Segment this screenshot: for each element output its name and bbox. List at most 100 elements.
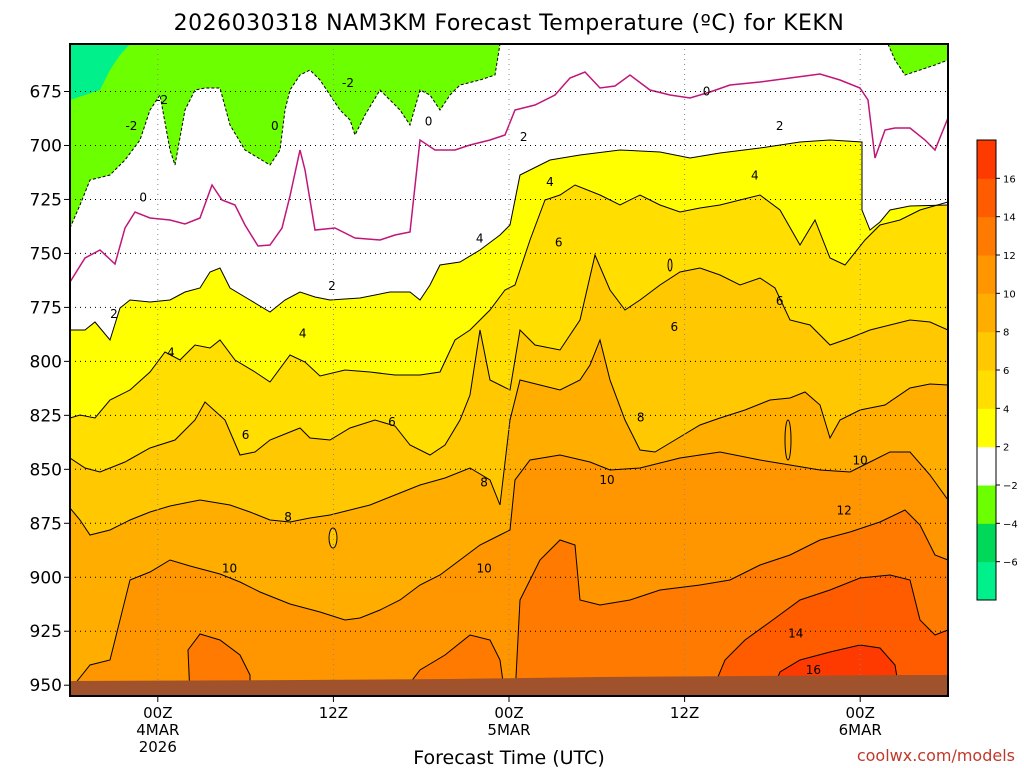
colorbar-label-5: 6 [1003, 366, 1009, 377]
contour-line-12-left [187, 633, 251, 696]
contour-label-15: 4 [167, 346, 175, 360]
y-tick-label-11: 950 [30, 676, 62, 696]
colorbar-label-1: 14 [1003, 213, 1016, 224]
colorbar-label-10: −6 [1003, 558, 1018, 569]
y-tick-label-9: 900 [30, 568, 62, 588]
colorbar-label-8: −2 [1003, 481, 1018, 492]
y-tick-label-1: 700 [30, 136, 62, 156]
colorbar-swatch-10 [977, 178, 996, 218]
x-tick-label-1-1: 12Z [319, 704, 348, 722]
x-tick-label-2-2: 5MAR [487, 721, 530, 739]
contour-closed-small-2 [784, 419, 792, 461]
colorbar-swatch-7 [977, 293, 996, 333]
contour-label-14: 4 [299, 326, 307, 340]
contour-label-20: 6 [242, 428, 250, 442]
colorbar-label-0: 16 [1003, 174, 1016, 185]
y-tick-label-0: 675 [30, 82, 62, 102]
contour-line-10 [70, 451, 948, 691]
x-tick-label-3-1: 12Z [670, 704, 699, 722]
contour-label-27: 10 [222, 562, 237, 576]
y-tick-label-7: 850 [30, 460, 62, 480]
contour-labels: -2 -2 -2 0 0 0 0 2 2 2 2 4 4 4 4 4 6 6 6 6 6 8 8 8 10 10 10 10 12 14 1… [110, 76, 868, 677]
contour-label-19: 6 [388, 415, 396, 429]
x-tick-label-4-1: 00Z [846, 704, 875, 722]
contour-label-29: 14 [788, 626, 803, 640]
x-tick-label-0-1: 00Z [143, 704, 172, 722]
contour-line-minus2 [70, 44, 501, 229]
contour-label-0: -2 [156, 93, 168, 107]
credit-text: coolwx.com/models [857, 746, 1015, 765]
colorbar-swatch-4 [977, 408, 996, 448]
contour-label-21: 8 [637, 410, 645, 424]
contour-label-26: 10 [476, 562, 491, 576]
contour-closed-small-1 [328, 527, 338, 549]
contour-label-9: 2 [328, 279, 336, 293]
x-tick-label-0-3: 2026 [139, 738, 177, 756]
contour-label-11: 4 [546, 175, 554, 189]
fill-band-minus4 [70, 44, 130, 100]
contour-line-8 [70, 338, 948, 536]
contour-label-16: 6 [555, 236, 563, 250]
colorbar-swatch-5 [977, 370, 996, 409]
y-tick-label-4: 775 [30, 298, 62, 318]
terrain [70, 675, 948, 696]
contour-label-28: 12 [836, 503, 851, 517]
contour-line-4 [70, 184, 948, 419]
contour-label-12: 4 [751, 169, 759, 183]
y-tick-label-3: 750 [30, 244, 62, 264]
colorbar-label-2: 12 [1003, 251, 1016, 262]
contour-line-6 [70, 253, 948, 473]
contour-line-12 [514, 509, 948, 696]
contour-label-7: 2 [520, 130, 528, 144]
contour-label-2: -2 [342, 76, 354, 90]
contour-line-16 [769, 644, 901, 696]
y-tick-label-8: 875 [30, 514, 62, 534]
contour-label-30: 16 [806, 663, 821, 677]
contour-line-0 [70, 71, 948, 283]
contour-label-13: 4 [476, 231, 484, 245]
y-tick-label-2: 725 [30, 190, 62, 210]
fill-band-minus2-2 [70, 44, 500, 228]
contour-line-12-mid [399, 634, 506, 696]
grid-lines [70, 44, 948, 696]
contour-closed-small-3 [667, 258, 673, 272]
colorbar-swatch-11 [977, 140, 996, 179]
contour-label-6: 0 [703, 84, 711, 98]
colorbar-swatch-3 [977, 446, 996, 486]
colorbar-label-4: 8 [1003, 328, 1009, 339]
contour-line-14 [709, 574, 948, 696]
contour-label-23: 8 [284, 510, 292, 524]
contour-label-17: 6 [776, 294, 784, 308]
colorbar-swatch-6 [977, 331, 996, 371]
contour-label-25: 10 [599, 473, 614, 487]
colorbar-label-9: −4 [1003, 519, 1018, 530]
x-axis-label: Forecast Time (UTC) [413, 747, 604, 768]
contour-label-5: 0 [139, 190, 147, 204]
contour-label-24: 10 [853, 454, 868, 468]
fill-band-2-4 [70, 44, 948, 340]
colorbar-label-7: 2 [1003, 443, 1009, 454]
colorbar-swatch-8 [977, 255, 996, 294]
contour-label-4: 0 [425, 115, 433, 129]
colorbar-swatch-0 [977, 561, 996, 601]
contour-label-3: 0 [271, 119, 279, 133]
fill-band-minus2-2-right [888, 44, 948, 75]
color-legend: 16 14 12 10 8 6 4 2 −2 −4 −6 [976, 139, 1018, 601]
contour-label-8: 2 [776, 119, 784, 133]
colorbar-swatch-2 [977, 485, 996, 524]
y-axis-ticks: 675 700 725 750 775 800 825 850 875 900 925 950 [30, 82, 70, 696]
contour-label-22: 8 [480, 475, 488, 489]
plot-area: -2 -2 -2 0 0 0 0 2 2 2 2 4 4 4 4 4 6 6 6 6 6 8 8 8 10 10 10 10 12 14 1… [70, 44, 948, 696]
contour-label-1: -2 [125, 119, 137, 133]
y-tick-label-5: 800 [30, 352, 62, 372]
contour-label-10: 2 [110, 307, 118, 321]
chart-title: 2026030318 NAM3KM Forecast Temperature (… [174, 11, 845, 36]
x-tick-label-0-2: 4MAR [136, 721, 179, 739]
colorbar-swatch-9 [977, 216, 996, 256]
colorbar-label-6: 4 [1003, 404, 1009, 415]
y-tick-label-6: 825 [30, 406, 62, 426]
x-tick-label-2-1: 00Z [494, 704, 523, 722]
contour-label-18: 6 [671, 320, 679, 334]
